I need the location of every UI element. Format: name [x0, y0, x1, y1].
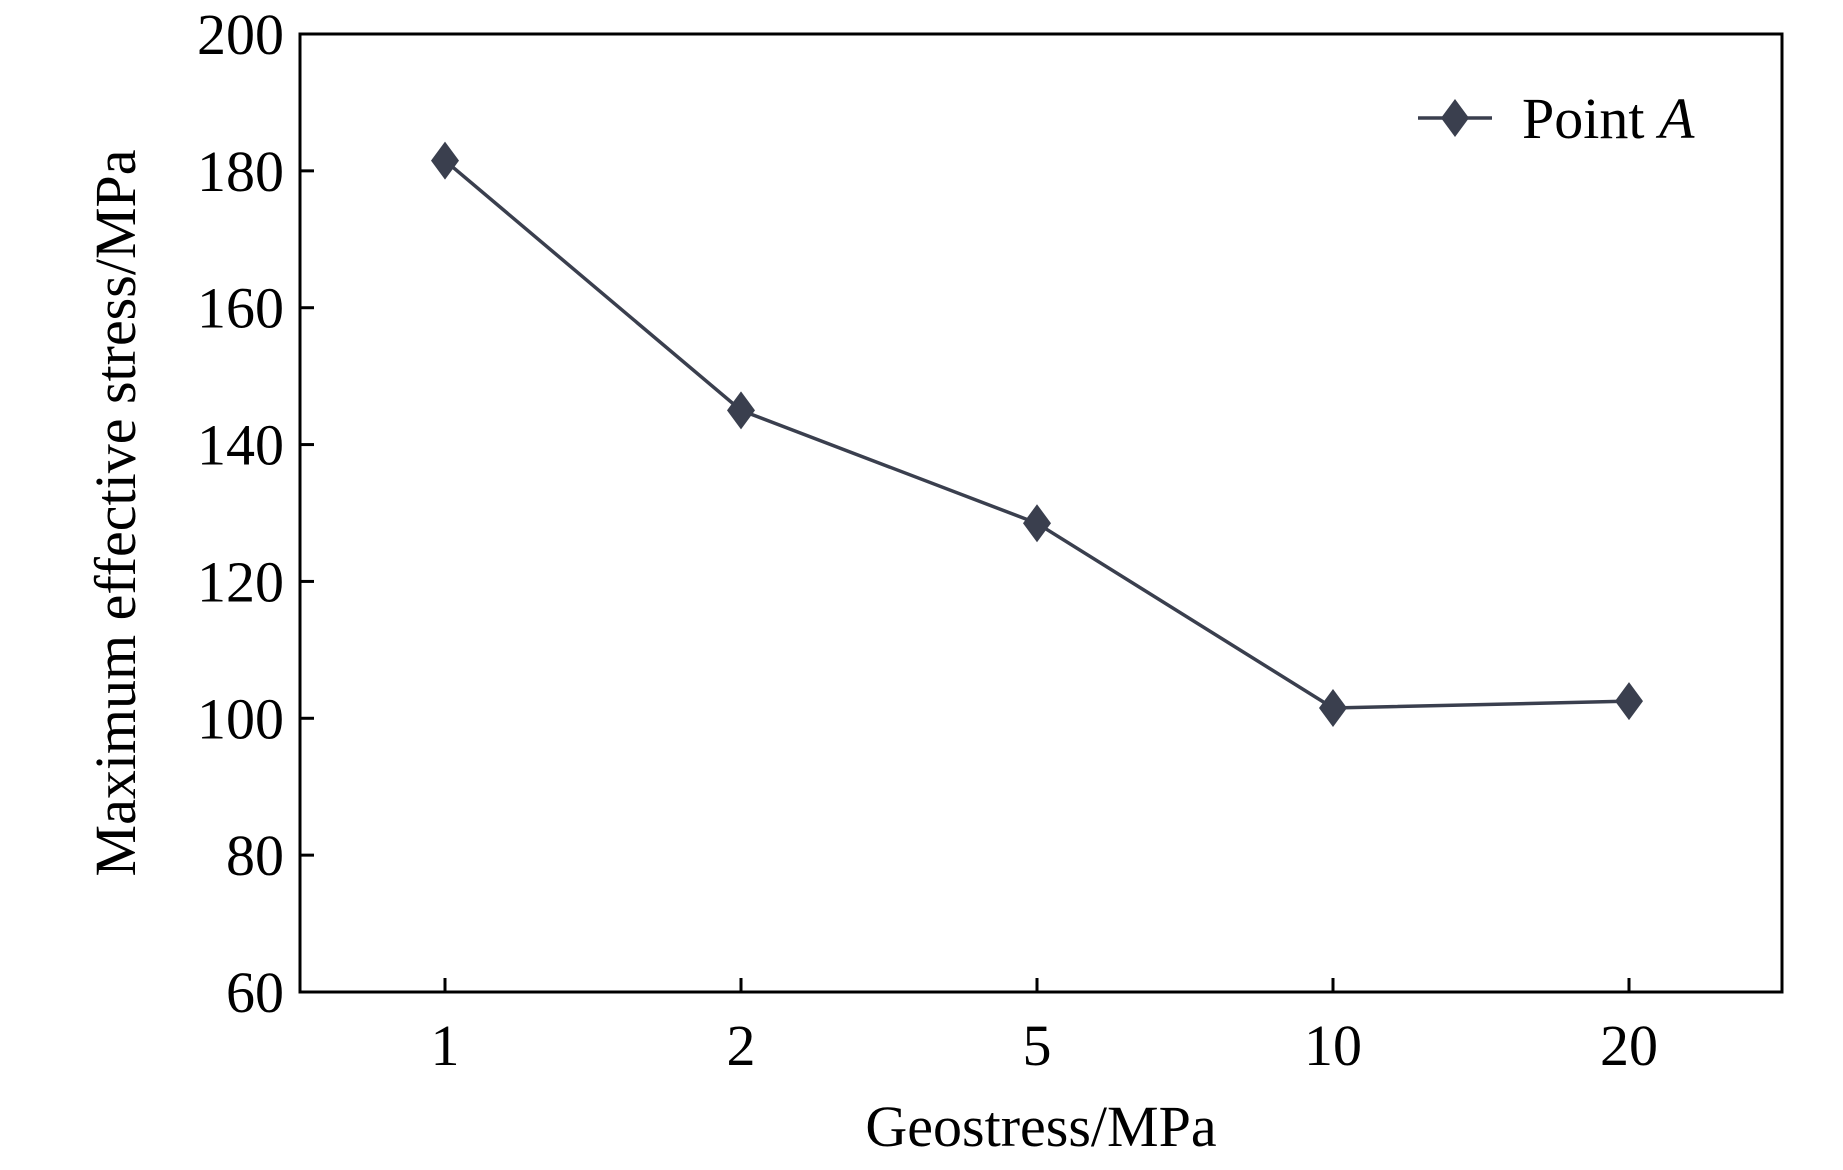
data-point — [431, 141, 459, 180]
y-axis: 60 80 100 120 140 160 180 200 — [197, 2, 314, 1025]
data-point — [1615, 682, 1643, 721]
y-tick-label: 180 — [197, 139, 284, 204]
y-tick-label: 80 — [226, 823, 284, 888]
y-tick-label: 160 — [197, 276, 284, 341]
x-tick-label: 5 — [1023, 1013, 1052, 1078]
legend-label: Point A — [1522, 86, 1695, 151]
data-point — [1023, 504, 1051, 543]
x-axis: 1 2 5 10 20 — [431, 978, 1658, 1078]
y-tick-label: 120 — [197, 549, 284, 614]
y-tick-label: 140 — [197, 413, 284, 478]
y-tick-label: 60 — [226, 960, 284, 1025]
series-layer — [431, 141, 1643, 728]
x-tick-label: 2 — [727, 1013, 756, 1078]
x-tick-label: 20 — [1600, 1013, 1658, 1078]
x-tick-label: 10 — [1304, 1013, 1362, 1078]
series-line — [443, 159, 1630, 710]
x-tick-label: 1 — [431, 1013, 460, 1078]
legend: Point A — [1418, 86, 1695, 151]
legend-marker — [1441, 99, 1469, 137]
plot-frame — [298, 32, 1784, 994]
y-tick-label: 100 — [197, 686, 284, 751]
data-point — [1319, 689, 1347, 728]
data-point — [727, 391, 755, 430]
y-axis-title: Maximum effective stress/MPa — [83, 149, 148, 876]
x-axis-title: Geostress/MPa — [865, 1094, 1216, 1159]
y-tick-label: 200 — [197, 2, 284, 67]
